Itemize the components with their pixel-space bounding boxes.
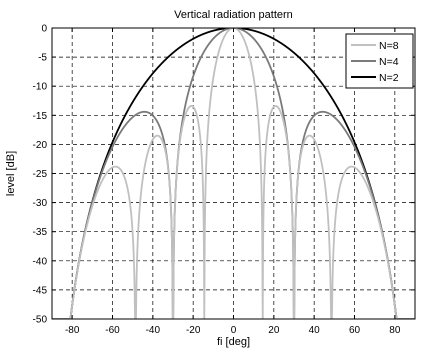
x-tick-label: -80 xyxy=(65,325,80,336)
x-tick-label: -20 xyxy=(186,325,201,336)
y-tick-label: -30 xyxy=(33,198,48,209)
y-tick-label: 0 xyxy=(41,24,47,35)
x-tick-label: -60 xyxy=(105,325,120,336)
x-tick-label: 80 xyxy=(389,325,401,336)
y-tick-label: -35 xyxy=(33,227,48,238)
y-tick-label: -10 xyxy=(33,82,48,93)
x-tick-label: -40 xyxy=(146,325,161,336)
legend: N=8 N=4 N=2 xyxy=(345,33,414,89)
y-tick-label: -50 xyxy=(33,315,48,326)
y-tick-label: -40 xyxy=(33,256,48,267)
legend-label: N=8 xyxy=(379,40,399,52)
chart-title: Vertical radiation pattern xyxy=(174,9,293,21)
y-tick-label: -15 xyxy=(33,111,48,122)
series-line-n-2 xyxy=(52,28,415,319)
x-tick-label: 40 xyxy=(309,325,321,336)
x-tick-label: 0 xyxy=(231,325,237,336)
y-tick-label: -45 xyxy=(33,285,48,296)
series-lines xyxy=(52,28,415,319)
x-tick-label: 20 xyxy=(268,325,280,336)
y-tick-label: -20 xyxy=(33,140,48,151)
legend-label: N=4 xyxy=(379,56,399,68)
y-axis-label: level [dB] xyxy=(5,151,17,196)
series-line-n-4 xyxy=(52,28,415,319)
series-line-n-8 xyxy=(52,28,415,319)
legend-label: N=2 xyxy=(379,72,399,84)
y-tick-label: -25 xyxy=(33,169,48,180)
x-tick-label: 60 xyxy=(349,325,361,336)
axis-ticks: -80 -60 -40 -20 0 20 40 60 80 0 -5 -10 -15 -20 -25 -30 -… xyxy=(33,24,415,336)
y-tick-label: -5 xyxy=(38,53,47,64)
x-axis-label: fi [deg] xyxy=(217,336,250,348)
